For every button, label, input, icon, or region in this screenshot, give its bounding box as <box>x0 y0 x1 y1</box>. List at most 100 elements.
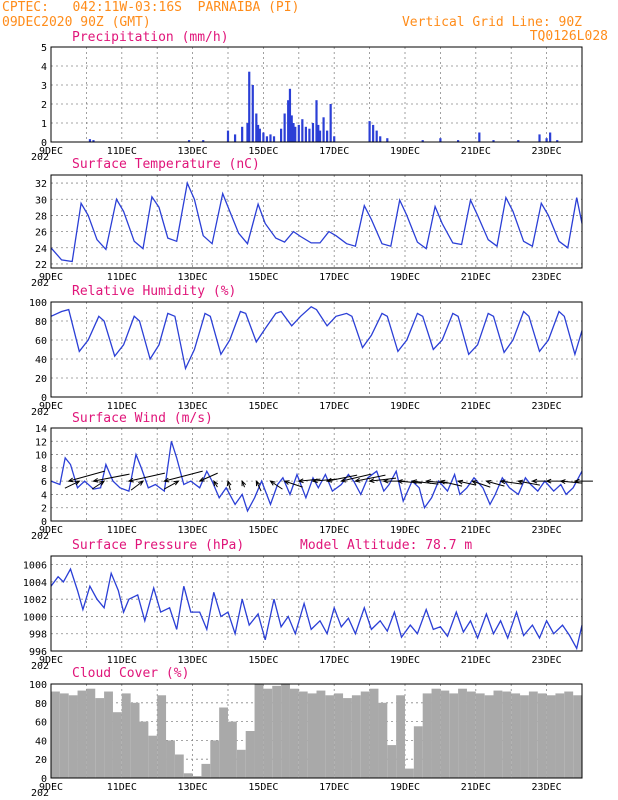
cloud-xtick-label: 15DEC <box>248 782 278 793</box>
wind-arrow-shaft <box>227 481 231 491</box>
precip-bar <box>294 126 297 142</box>
wind-arrow-head <box>354 477 361 483</box>
cloud-bar <box>139 721 149 778</box>
cloud-ytick-label: 100 <box>29 680 47 691</box>
wind-xtick-label: 13DEC <box>178 525 208 536</box>
cloud-frame <box>50 683 583 779</box>
temp-xtick-label: 11DEC <box>107 272 137 283</box>
rh-ytick-label: 60 <box>35 336 47 347</box>
pressure-xtick-label: 17DEC <box>319 655 349 666</box>
header-code: TQ0126L028 <box>529 29 608 44</box>
precip-bar <box>265 136 269 142</box>
wind-ytick-label: 12 <box>35 437 47 448</box>
precip-frame <box>50 46 583 143</box>
wind-arrow-shaft <box>355 474 386 482</box>
precip-bar <box>269 134 272 142</box>
rh-xtick-label: 15DEC <box>248 401 278 412</box>
cloud-bar <box>263 688 273 778</box>
temp-ytick-label: 32 <box>35 179 47 190</box>
pressure-ytick-label: 1000 <box>23 612 47 623</box>
precip-xtick-label: 23DEC <box>532 146 562 157</box>
precip-bar <box>233 134 237 142</box>
cloud-bar <box>528 691 538 778</box>
cloud-bar <box>281 684 290 778</box>
cloud-bar <box>387 745 397 778</box>
precip-xtick-label: 11DEC <box>107 146 137 157</box>
wind-arrow-head <box>517 479 524 485</box>
precip-bar <box>549 132 552 142</box>
cloud-bar <box>130 702 140 778</box>
wind-ytick-label: 14 <box>35 424 47 435</box>
precip-bar <box>333 136 336 142</box>
cloud-xtick-label: 17DEC <box>319 782 349 793</box>
precip-bar <box>248 71 251 142</box>
precip-bar <box>287 100 290 142</box>
precip-bar <box>283 113 286 142</box>
pressure-ytick-label: 1002 <box>23 595 47 606</box>
precip-xtick-label: 9DEC <box>39 146 63 157</box>
wind-arrow-shaft <box>426 480 448 484</box>
rh-xtick-label: 13DEC <box>178 401 208 412</box>
precip-bar <box>241 126 244 142</box>
wind-xtick-label: 15DEC <box>248 525 278 536</box>
cloud-bar <box>157 695 167 778</box>
wind-ytick-label: 4 <box>41 490 47 501</box>
header-date-line: 09DEC2020 90Z (GMT) <box>2 15 151 30</box>
cloud-bar <box>254 684 264 778</box>
precip-bar <box>372 124 375 142</box>
precip-bar <box>421 140 424 142</box>
pressure-xtick-label: 11DEC <box>107 655 137 666</box>
wind-arrow-shaft <box>518 480 540 486</box>
pressure-xtick-label: 19DEC <box>390 655 420 666</box>
wind-arrow-head <box>226 479 232 487</box>
pressure-ytick-label: 996 <box>29 647 47 658</box>
rh-ytick-label: 20 <box>35 374 47 385</box>
cloud-xtick-label: 23DEC <box>532 782 562 793</box>
rh-ytick-label: 40 <box>35 355 47 366</box>
wind-title: Surface Wind (m/s) <box>72 411 213 426</box>
pressure-ytick-label: 1004 <box>23 578 47 589</box>
precip-bar <box>457 140 460 142</box>
precip-bar <box>545 138 548 142</box>
wind-arrow-head <box>198 477 205 482</box>
cloud-bar <box>245 731 255 778</box>
precip-bar <box>308 128 311 142</box>
pressure-xtick-label: 23DEC <box>532 655 562 666</box>
precip-xtick-label: 15DEC <box>248 146 278 157</box>
temp-series-line <box>50 180 583 263</box>
pressure-title: Surface Pressure (hPa) <box>72 538 244 553</box>
cloud-bar <box>475 693 485 778</box>
pressure-series-line <box>50 567 583 651</box>
temp-ytick-label: 22 <box>35 260 47 271</box>
wind-arrow-shaft <box>64 480 80 489</box>
precip-bar <box>288 88 292 142</box>
wind-arrow-shaft <box>270 480 283 490</box>
cloud-bar <box>166 740 175 778</box>
wind-arrow-head <box>311 478 318 484</box>
temp-xtick-label: 17DEC <box>319 272 349 283</box>
cloud-bar <box>396 695 405 778</box>
temp-frame <box>50 174 583 269</box>
rh-series-line <box>50 306 583 371</box>
cloud-bar <box>564 691 574 778</box>
wind-ytick-label: 6 <box>41 477 47 488</box>
cloud-bar <box>307 693 317 778</box>
precip-ytick-label: 0 <box>41 138 47 149</box>
cloud-bar <box>343 698 352 778</box>
wind-arrow-shaft <box>327 474 358 482</box>
temp-ytick-label: 26 <box>35 228 47 239</box>
temp-xtick-label: 19DEC <box>390 272 420 283</box>
precip-bar <box>251 85 254 142</box>
precip-bar <box>311 123 315 142</box>
wind-arrow-shaft <box>199 472 218 482</box>
cloud-bar <box>95 698 105 778</box>
precip-bar <box>439 138 442 142</box>
temp-ytick-label: 24 <box>35 244 47 255</box>
precip-ytick-label: 3 <box>41 81 47 92</box>
cloud-bar <box>466 691 476 778</box>
rh-title: Relative Humidity (%) <box>72 284 236 299</box>
precip-bar <box>329 104 332 142</box>
cloud-bar <box>351 695 361 778</box>
wind-arrow-head <box>283 480 290 485</box>
cloud-bar <box>77 690 87 778</box>
